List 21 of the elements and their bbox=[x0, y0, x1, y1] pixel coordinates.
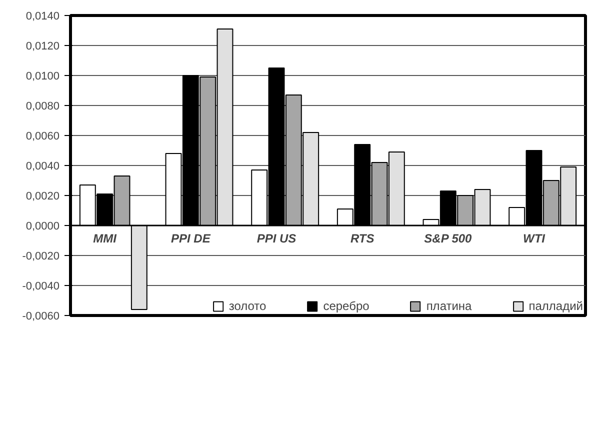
x-tick-label: WTI bbox=[523, 232, 546, 246]
y-tick-label: 0,0060 bbox=[26, 130, 60, 142]
y-tick-label: -0,0020 bbox=[22, 250, 60, 262]
y-tick-label: 0,0100 bbox=[26, 70, 60, 82]
x-tick-label: S&P 500 bbox=[424, 232, 472, 246]
x-tick-label: MMI bbox=[93, 232, 118, 246]
x-tick-label: PPI DE bbox=[170, 232, 212, 246]
legend-label: платина bbox=[426, 299, 472, 313]
y-tick-label: 0,0120 bbox=[26, 40, 60, 52]
y-tick-label: -0,0040 bbox=[22, 280, 60, 292]
y-tick-label: 0,0140 bbox=[26, 10, 60, 22]
y-tick-label: 0,0000 bbox=[26, 220, 60, 232]
legend-label: золото bbox=[228, 299, 266, 313]
y-tick-label: 0,0020 bbox=[26, 190, 60, 202]
y-tick-label: -0,0060 bbox=[22, 310, 60, 322]
legend-label: серебро bbox=[323, 299, 370, 313]
x-tick-label: RTS bbox=[350, 232, 374, 246]
y-tick-label: 0,0040 bbox=[26, 160, 60, 172]
legend-label: палладий bbox=[528, 299, 583, 313]
y-tick-label: 0,0080 bbox=[26, 100, 60, 112]
x-tick-label: PPI US bbox=[256, 232, 296, 246]
